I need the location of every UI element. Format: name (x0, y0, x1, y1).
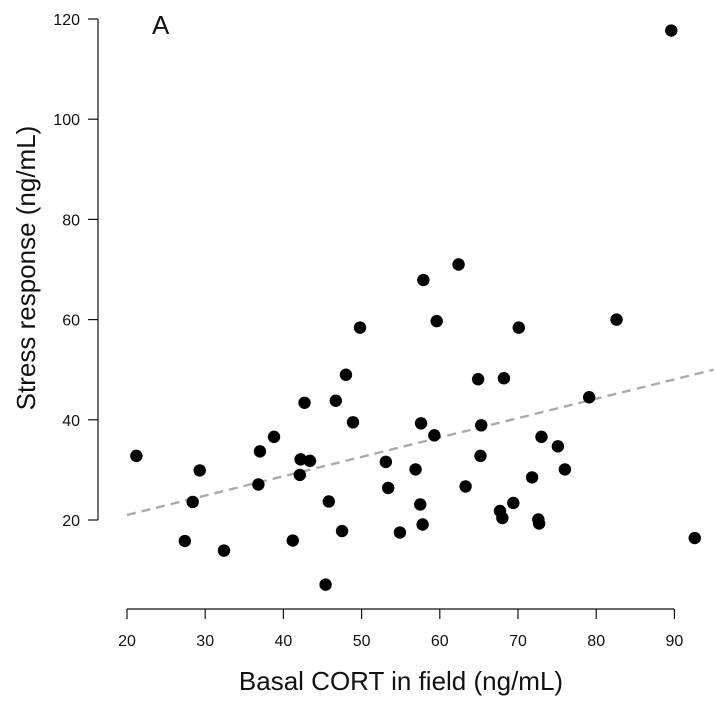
x-tick-label: 40 (275, 633, 293, 650)
x-axis-label: Basal CORT in field (ng/mL) (239, 666, 563, 696)
data-point (582, 391, 596, 404)
y-tick-label: 40 (62, 413, 80, 430)
data-point (417, 273, 430, 287)
data-point (416, 518, 429, 531)
x-tick-label: 70 (509, 633, 527, 650)
y-tick-label: 120 (53, 12, 80, 29)
data-point (414, 417, 428, 430)
data-point (507, 496, 520, 510)
x-tick-label: 20 (118, 633, 136, 650)
data-point (532, 517, 546, 530)
data-point (346, 416, 360, 429)
data-point (322, 495, 335, 508)
data-point (428, 429, 441, 442)
data-point (353, 321, 367, 334)
data-point (474, 449, 487, 463)
data-point (558, 463, 572, 476)
data-points (130, 24, 701, 591)
data-point (430, 314, 443, 328)
data-point (294, 453, 307, 466)
data-point (267, 430, 281, 444)
data-point (335, 524, 349, 538)
data-point (688, 531, 701, 545)
x-tick-label: 90 (666, 633, 684, 650)
data-point (298, 396, 311, 409)
data-point (496, 511, 509, 525)
data-point (459, 480, 472, 493)
data-point (293, 468, 307, 482)
data-point (339, 368, 353, 381)
data-point (130, 449, 143, 463)
data-point (471, 373, 485, 386)
x-tick-label: 50 (353, 633, 371, 650)
data-point (497, 372, 511, 385)
x-tick-label: 60 (431, 633, 449, 650)
panel-label: A (152, 10, 170, 40)
data-point (178, 534, 192, 548)
data-point (252, 478, 265, 491)
data-point (393, 526, 407, 539)
data-point (379, 455, 393, 469)
data-point (193, 464, 206, 477)
data-point (452, 258, 465, 271)
data-point (253, 445, 267, 458)
data-point (414, 498, 427, 511)
y-tick-label: 80 (62, 212, 80, 229)
data-point (610, 313, 623, 326)
x-tick-label: 80 (587, 633, 605, 650)
y-ticks: 20 40 60 80 100 120 (53, 12, 98, 530)
y-tick-label: 60 (62, 313, 80, 330)
trend-line (126, 368, 714, 517)
axes (97, 19, 674, 610)
y-tick-label: 100 (53, 112, 80, 129)
data-point (535, 430, 548, 444)
data-point (381, 481, 395, 495)
data-point (665, 24, 678, 37)
data-point (525, 471, 539, 484)
data-point (551, 440, 565, 453)
data-point (409, 463, 422, 476)
x-ticks: 20 30 40 50 60 70 80 90 (118, 609, 683, 650)
data-point (329, 394, 342, 407)
data-point (186, 495, 199, 509)
y-axis-label: Stress response (ng/mL) (11, 126, 41, 411)
x-tick-label: 30 (196, 633, 214, 650)
data-point (217, 544, 231, 557)
data-point (319, 578, 332, 591)
data-point (286, 534, 299, 547)
data-point (475, 419, 488, 432)
data-point (303, 454, 317, 468)
y-tick-label: 20 (62, 513, 80, 530)
data-point (512, 321, 525, 334)
